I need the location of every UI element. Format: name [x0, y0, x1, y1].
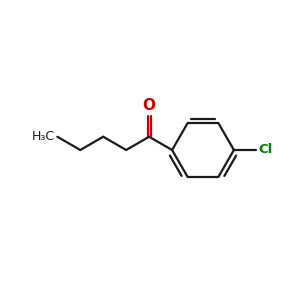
Text: O: O — [142, 98, 156, 112]
Text: H₃C: H₃C — [31, 130, 54, 143]
Text: Cl: Cl — [258, 143, 272, 157]
